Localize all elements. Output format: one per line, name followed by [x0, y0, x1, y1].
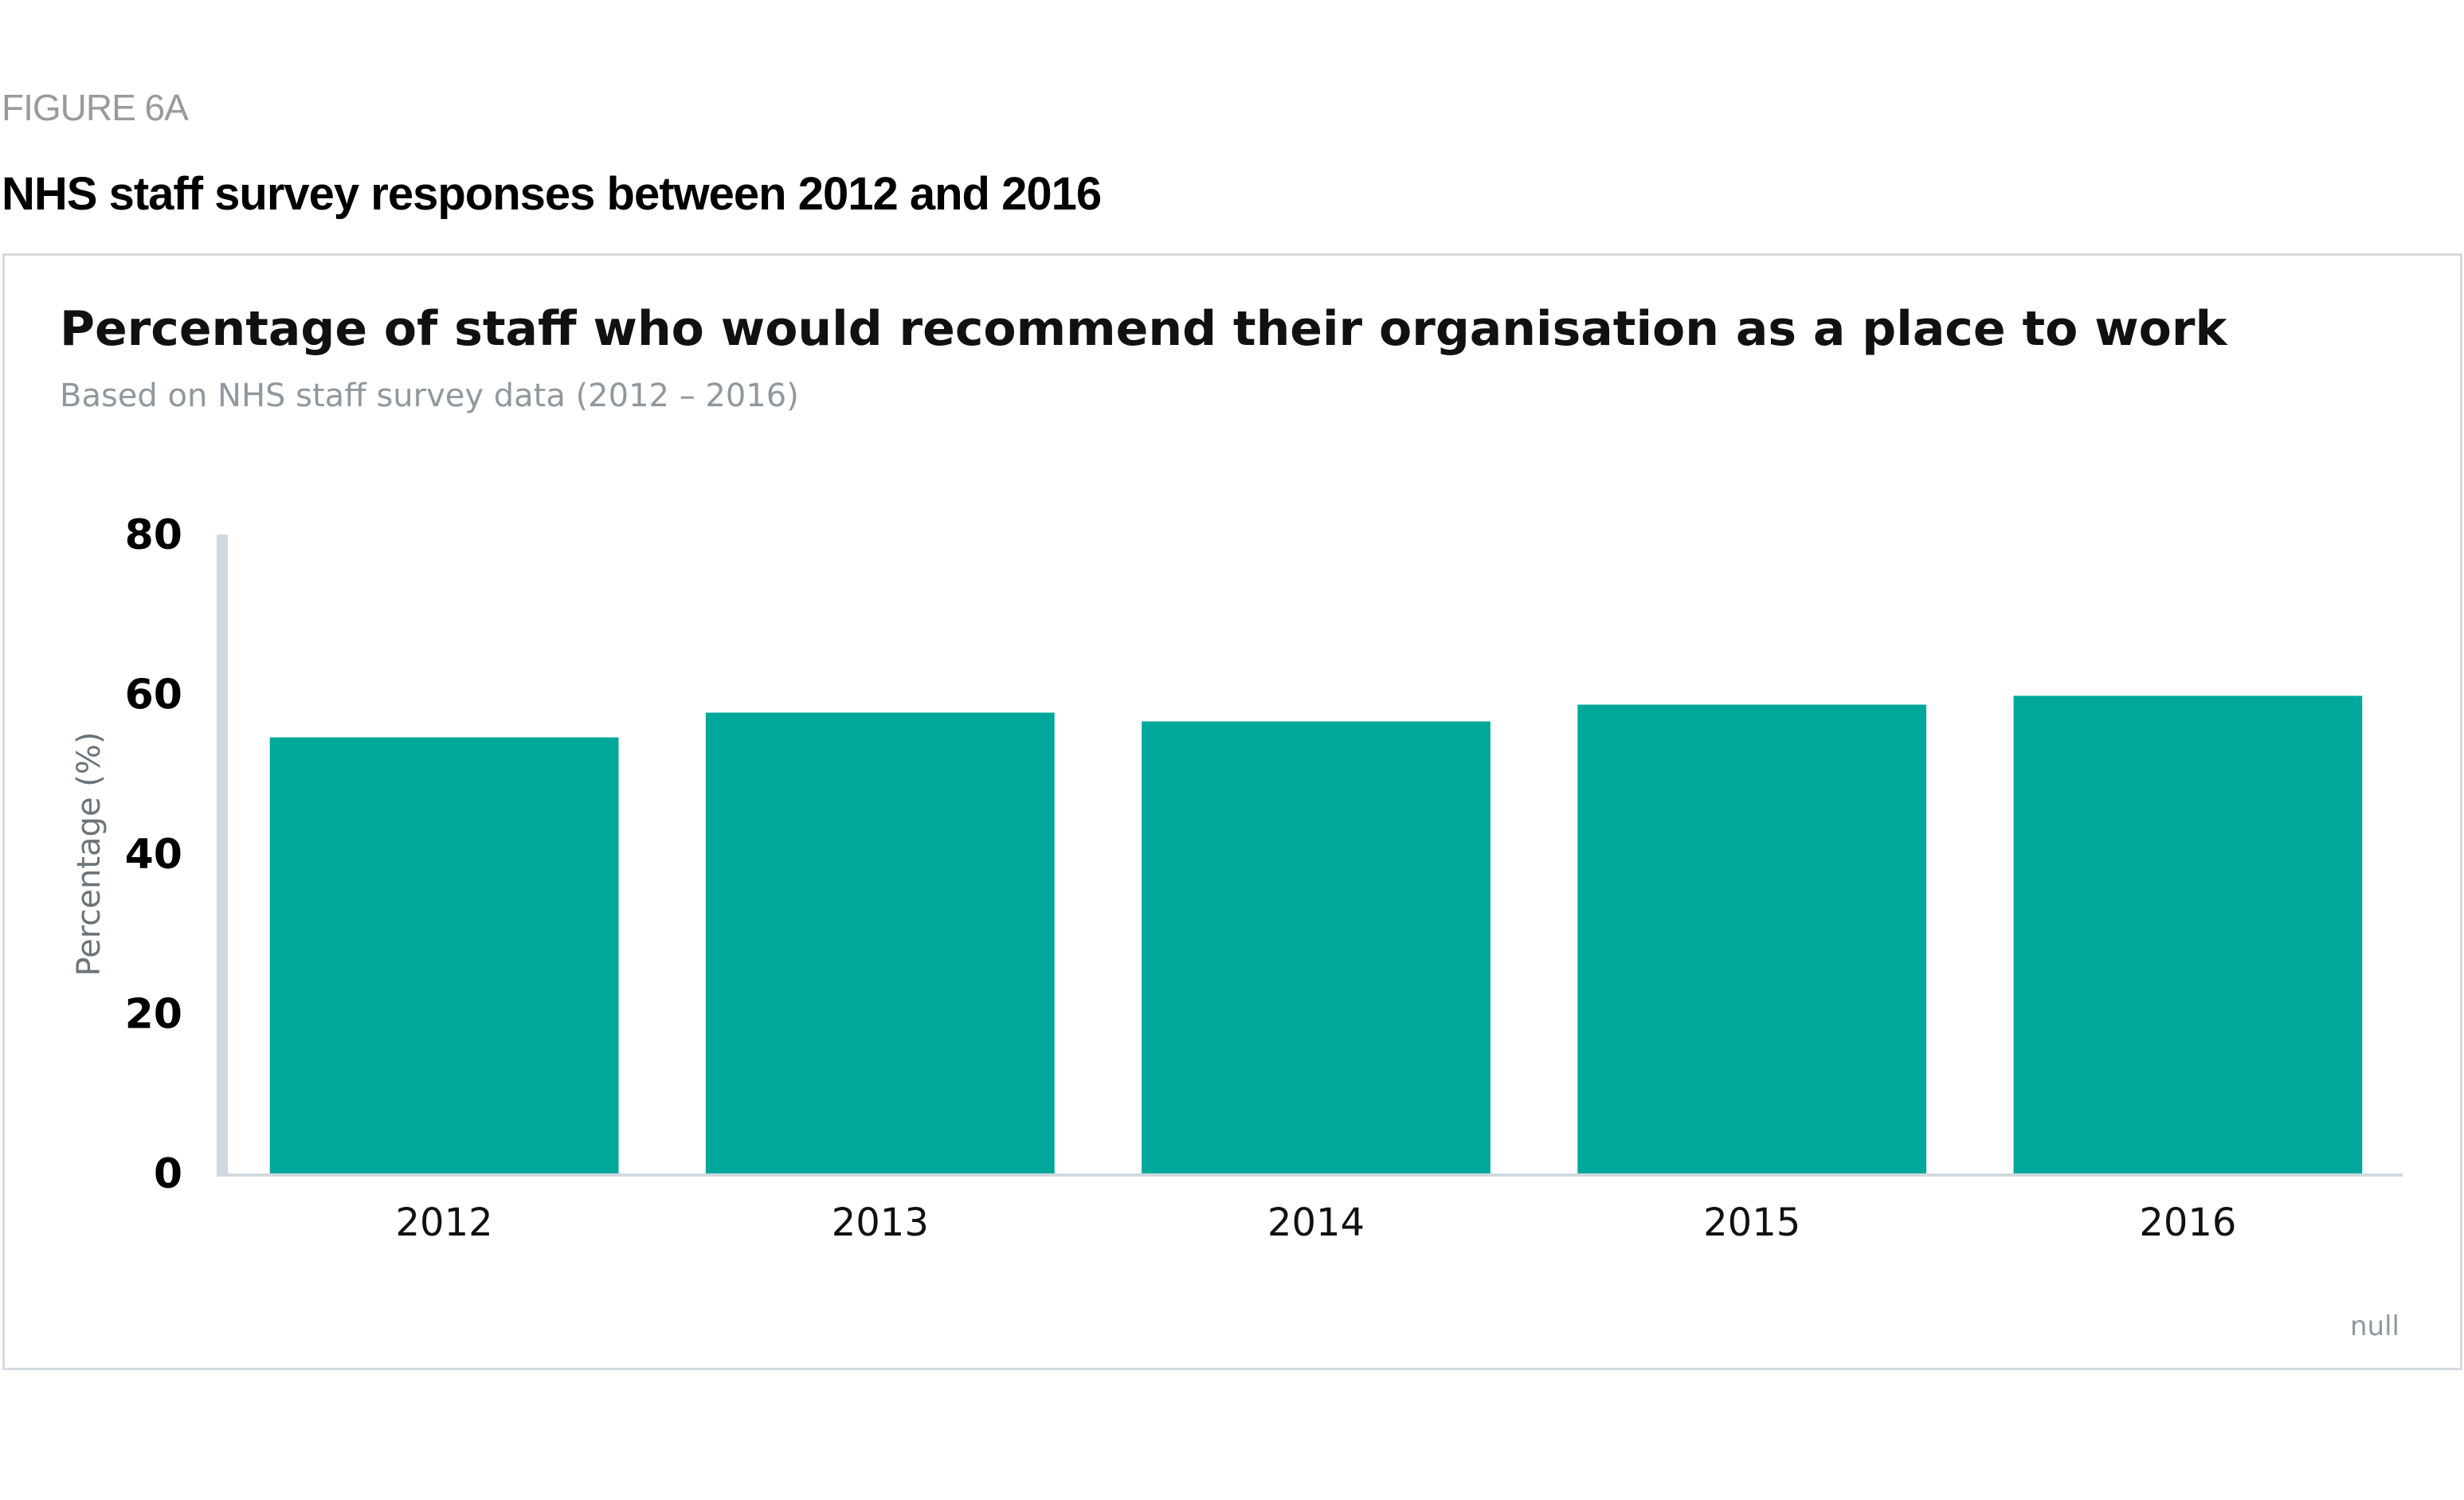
- y-tick-label: 20: [125, 991, 182, 1039]
- bar-2015: [1577, 704, 1927, 1173]
- y-axis-title: Percentage (%): [71, 732, 108, 977]
- y-tick-label: 40: [125, 831, 182, 879]
- figure-title: NHS staff survey responses between 2012 …: [2, 168, 1102, 220]
- figure-label: FIGURE 6A: [2, 87, 189, 128]
- y-tick-label: 80: [125, 511, 182, 559]
- bar-2016: [2013, 695, 2363, 1173]
- x-tick-label: 2014: [1267, 1200, 1365, 1245]
- chart-title: Percentage of staff who would recommend …: [60, 301, 2227, 357]
- x-tick-label: 2016: [2139, 1200, 2236, 1245]
- x-tick-label: 2013: [832, 1200, 929, 1245]
- bar-2012: [269, 737, 619, 1173]
- chart-container: [2, 253, 2462, 1370]
- y-tick-label: 60: [125, 672, 182, 719]
- chart-subtitle: Based on NHS staff survey data (2012 – 2…: [60, 378, 799, 414]
- y-tick-label: 0: [154, 1150, 182, 1198]
- bar-2014: [1142, 721, 1491, 1173]
- bar-2013: [705, 712, 1055, 1173]
- y-axis-line: [217, 535, 228, 1177]
- x-tick-label: 2015: [1703, 1200, 1800, 1245]
- chart-credit: null: [2350, 1310, 2399, 1342]
- x-tick-label: 2012: [396, 1200, 493, 1245]
